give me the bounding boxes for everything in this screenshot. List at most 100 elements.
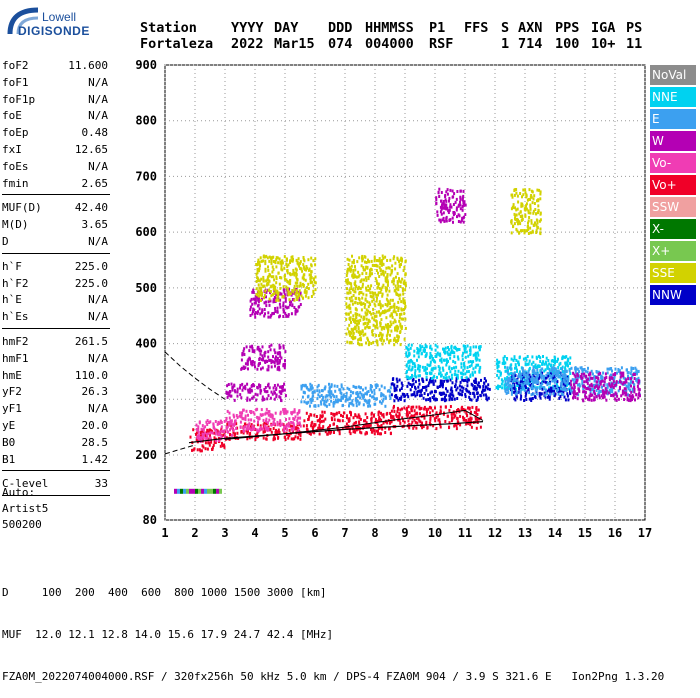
- echo-point: [541, 367, 544, 371]
- echo-point: [536, 387, 539, 391]
- echo-point: [401, 384, 404, 387]
- echo-point: [576, 367, 579, 371]
- echo-point: [249, 390, 252, 394]
- echo-point: [370, 411, 373, 415]
- echo-point: [631, 389, 634, 393]
- echo-point: [420, 406, 423, 410]
- echo-point: [365, 313, 368, 317]
- echo-point: [351, 254, 353, 258]
- echo-point: [377, 413, 380, 417]
- echo-point: [379, 313, 382, 317]
- echo-point: [496, 366, 499, 369]
- echo-point: [377, 303, 380, 307]
- echo-point: [473, 387, 476, 391]
- echo-point: [309, 281, 312, 285]
- echo-point: [268, 358, 271, 362]
- echo-point: [359, 417, 362, 421]
- echo-point: [204, 441, 207, 445]
- echo-point: [272, 420, 275, 424]
- echo-point: [527, 211, 530, 215]
- echo-point: [634, 366, 637, 370]
- echo-point: [592, 387, 595, 391]
- echo-point: [467, 354, 470, 358]
- echo-point: [393, 302, 396, 306]
- echo-point: [272, 275, 275, 279]
- echo-point: [611, 383, 614, 387]
- echo-point: [250, 418, 253, 422]
- echo-point: [389, 339, 392, 342]
- echo-point: [279, 276, 282, 279]
- echo-point: [512, 386, 515, 390]
- echo-point: [535, 223, 538, 227]
- echo-point: [627, 387, 630, 391]
- echo-point: [539, 360, 542, 363]
- echo-point: [601, 385, 603, 389]
- auto-method: Artist5: [2, 502, 49, 515]
- echo-point: [334, 389, 337, 393]
- echo-point: [623, 398, 626, 401]
- echo-point: [259, 312, 262, 316]
- echo-point: [382, 269, 385, 273]
- echo-point: [438, 218, 441, 222]
- x-tick-label: 14: [548, 526, 562, 540]
- echo-point: [274, 437, 276, 441]
- echo-point: [350, 411, 352, 415]
- param-row-he: h`E N/A: [2, 291, 108, 308]
- echo-point: [186, 488, 189, 494]
- echo-point: [444, 405, 447, 409]
- echo-point: [414, 385, 416, 389]
- echo-point: [377, 429, 379, 433]
- echo-point: [232, 430, 235, 434]
- echo-point: [345, 426, 348, 429]
- echo-point: [522, 188, 525, 192]
- echo-point: [292, 430, 294, 434]
- echo-point: [378, 416, 381, 419]
- echo-point: [545, 388, 547, 392]
- echo-point: [434, 398, 437, 402]
- echo-point: [436, 210, 439, 214]
- echo-point: [380, 392, 383, 396]
- echo-point: [267, 311, 270, 315]
- echo-point: [363, 255, 366, 259]
- echo-point: [293, 306, 296, 309]
- echo-point: [257, 258, 260, 262]
- echo-point: [393, 389, 396, 393]
- echo-point: [281, 268, 284, 272]
- echo-point: [292, 290, 295, 294]
- echo-point: [602, 383, 605, 387]
- echo-point: [439, 352, 442, 356]
- echo-point: [328, 388, 331, 392]
- echo-point: [233, 398, 236, 402]
- echo-point: [520, 377, 522, 381]
- echo-point: [362, 302, 365, 306]
- echo-point: [285, 410, 287, 414]
- echo-point: [393, 343, 396, 347]
- echo-point: [578, 384, 581, 388]
- echo-point: [353, 336, 356, 340]
- echo-point: [270, 361, 273, 365]
- echo-point: [382, 421, 385, 425]
- echo-point: [297, 428, 300, 432]
- echo-point: [346, 287, 348, 291]
- echo-point: [524, 191, 527, 195]
- echo-point: [597, 372, 600, 376]
- echo-point: [603, 380, 606, 384]
- echo-point: [282, 294, 285, 298]
- echo-point: [333, 412, 336, 416]
- echo-point: [296, 298, 299, 301]
- echo-point: [613, 377, 616, 381]
- echo-point: [564, 361, 567, 365]
- echo-point: [338, 419, 341, 423]
- echo-point: [310, 256, 313, 260]
- echo-point: [638, 391, 641, 395]
- echo-point: [375, 333, 378, 337]
- echo-point: [425, 345, 427, 349]
- echo-point: [423, 350, 426, 353]
- echo-point: [400, 317, 403, 321]
- echo-point: [414, 394, 417, 398]
- echo-point: [456, 376, 459, 380]
- echo-point: [544, 395, 547, 399]
- echo-point: [284, 424, 287, 428]
- echo-point: [518, 212, 521, 216]
- echo-point: [378, 286, 381, 290]
